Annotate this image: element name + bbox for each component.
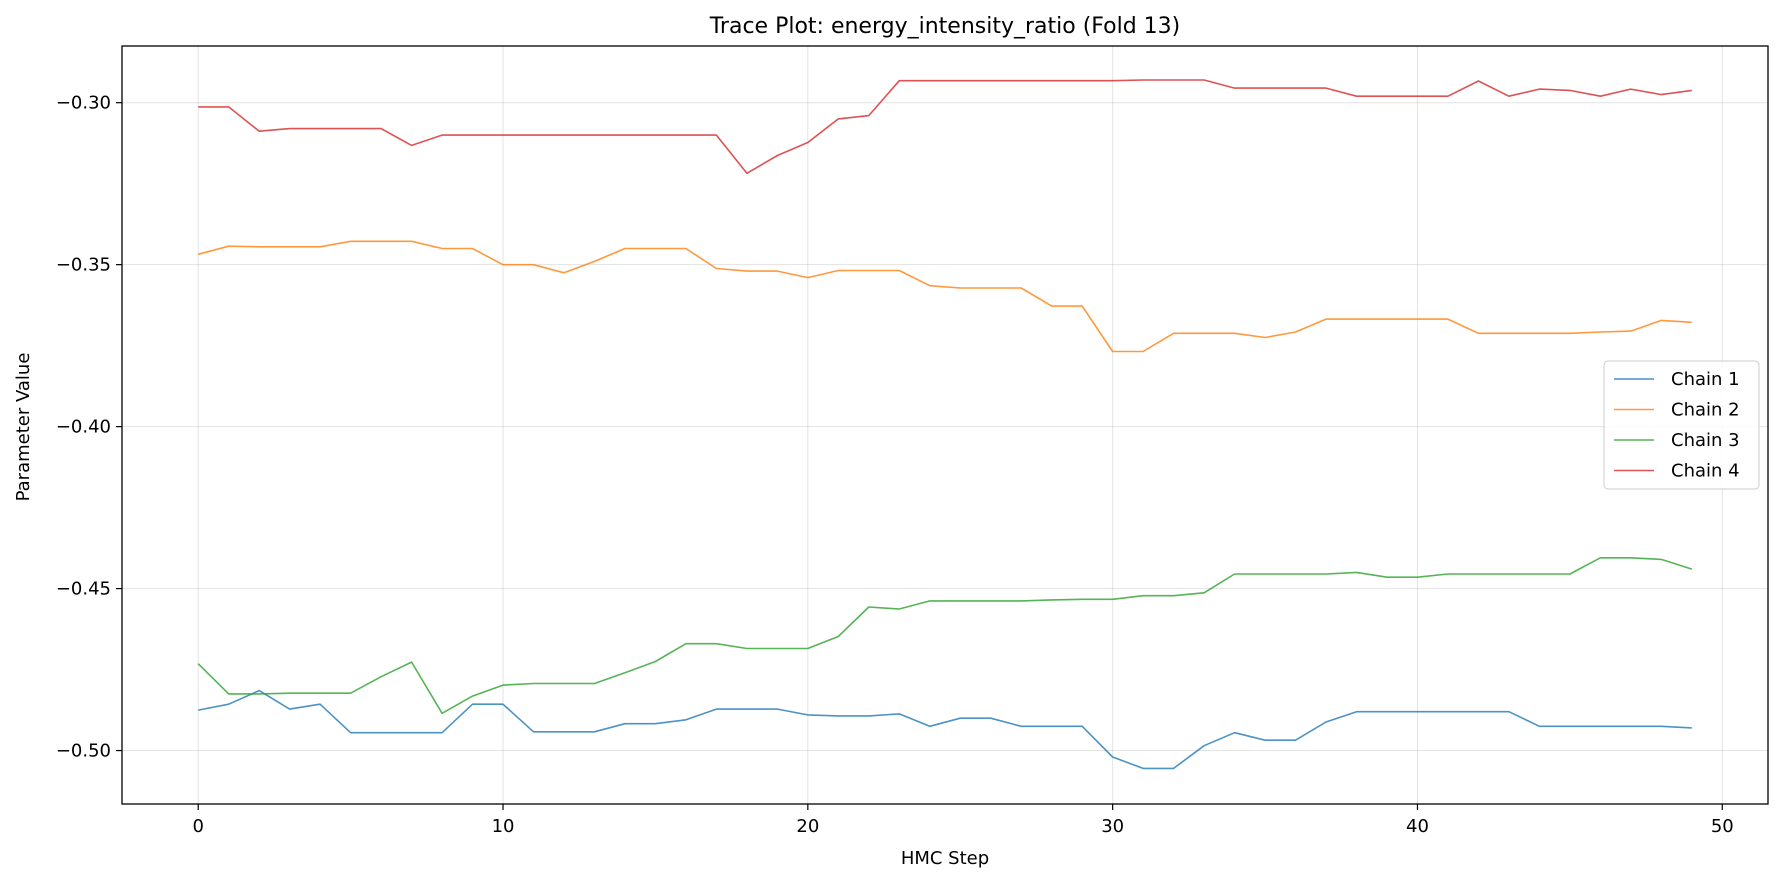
y-tick-label: −0.45 <box>56 579 111 600</box>
x-tick-label: 50 <box>1711 816 1734 837</box>
chart-title: Trace Plot: energy_intensity_ratio (Fold… <box>709 14 1181 39</box>
legend-label-chain-3: Chain 3 <box>1671 430 1740 451</box>
legend-label-chain-2: Chain 2 <box>1671 400 1740 421</box>
y-axis-label: Parameter Value <box>13 353 34 502</box>
series-line-chain-4 <box>198 79 1692 175</box>
y-tick-label: −0.35 <box>56 255 111 276</box>
legend: Chain 1 Chain 2 Chain 3 Chain 4 <box>1603 360 1760 490</box>
y-tick-label: −0.50 <box>56 741 111 762</box>
x-tick-label: 20 <box>796 816 819 837</box>
x-tick-label: 10 <box>492 816 515 837</box>
legend-label-chain-1: Chain 1 <box>1671 369 1740 390</box>
axis-ticks: 0 10 20 30 40 50 −0.30 −0.35 −0.40 −0.45 −0.50 <box>56 93 1734 837</box>
x-tick-label: 0 <box>192 816 203 837</box>
legend-box <box>1603 360 1760 490</box>
plot-frame <box>121 45 1769 805</box>
x-tick-label: 30 <box>1101 816 1124 837</box>
y-tick-label: −0.30 <box>56 93 111 114</box>
x-axis-label: HMC Step <box>901 848 989 869</box>
series-line-chain-1 <box>198 689 1692 770</box>
legend-label-chain-4: Chain 4 <box>1671 461 1740 482</box>
series-lines <box>197 79 1693 770</box>
y-tick-label: −0.40 <box>56 417 111 438</box>
series-line-chain-2 <box>197 240 1692 353</box>
x-tick-label: 40 <box>1406 816 1429 837</box>
series-line-chain-3 <box>197 556 1693 715</box>
